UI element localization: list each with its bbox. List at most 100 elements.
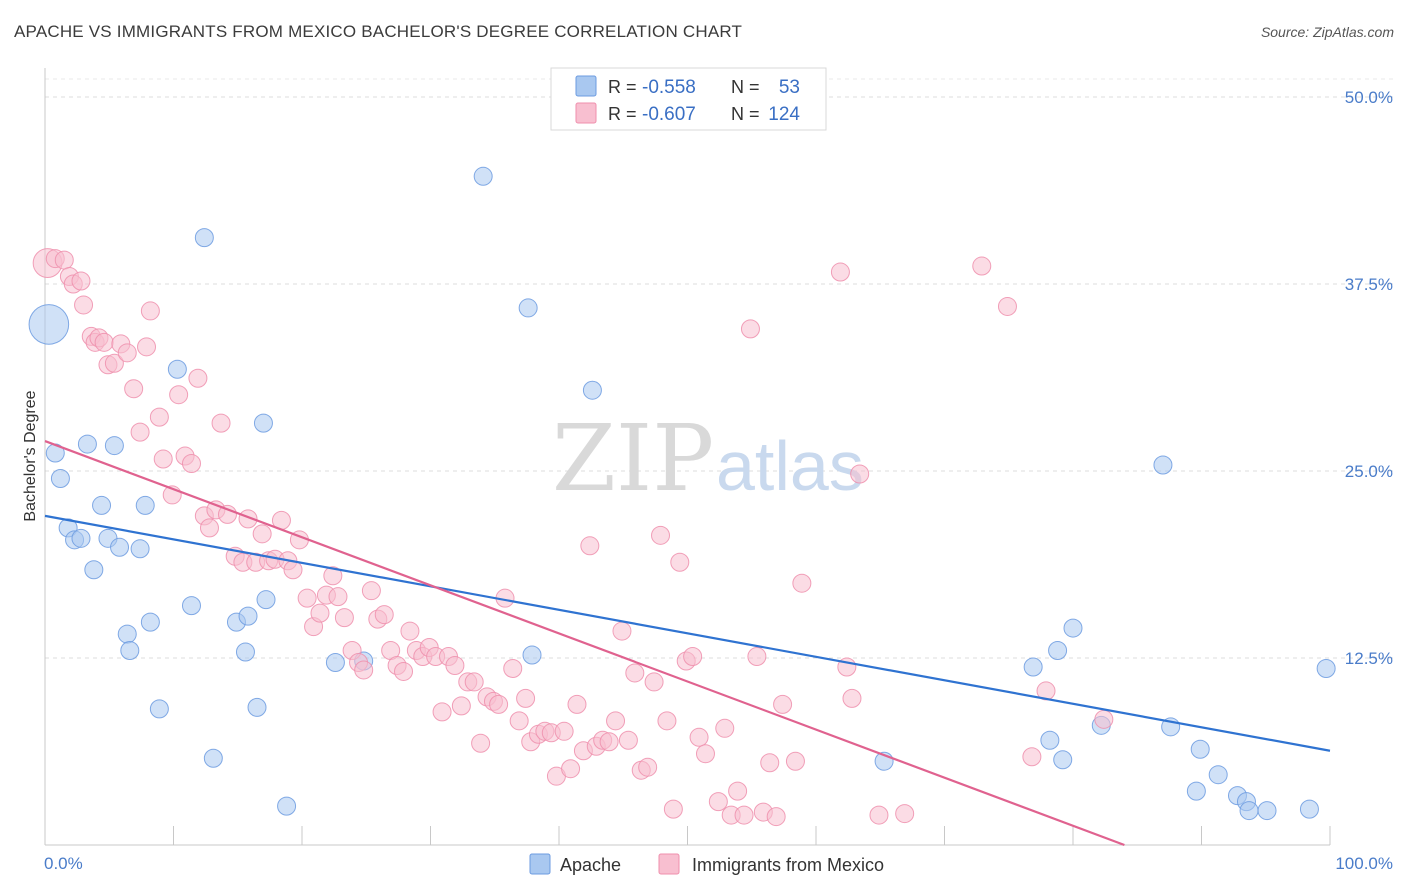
apache-point [117,624,137,644]
legend-r-value: -0.558 [642,77,696,98]
mexico-point [670,552,690,572]
mexico-point [567,694,587,714]
apache-point [1208,765,1228,785]
mexico-point [766,807,786,827]
apache-point [50,468,70,488]
y-axis-title: Bachelor's Degree [22,390,39,521]
legend-n-value: 53 [779,77,800,98]
mexico-point [153,449,173,469]
legend-swatch-mexico [575,102,597,124]
mexico-point [354,660,374,680]
grid-lines [45,78,1393,659]
mexico-point [618,730,638,750]
apache-point [1048,641,1068,661]
mexico-point [728,781,748,801]
apache-point [518,298,538,318]
mexico-point [734,805,754,825]
apache-point [203,748,223,768]
mexico-point [657,711,677,731]
mexico-point [516,688,536,708]
apache-point [1063,618,1083,638]
mexico-point [850,464,870,484]
mexico-point [124,379,144,399]
apache-point [194,228,214,248]
legend-n-value: 124 [768,104,800,125]
apache-point [522,645,542,665]
apache-point [1186,781,1206,801]
apache-point [1153,455,1173,475]
mexico-point [695,744,715,764]
apache-point [247,697,267,717]
mexico-point [464,672,484,692]
apache-point [473,166,493,186]
y-tick-label: 25.0% [1345,462,1393,481]
apache-point [130,539,150,559]
apache-point [238,606,258,626]
mexico-point [149,407,169,427]
bottom-legend-swatch-mexico [658,853,680,875]
apache-point [1257,801,1277,821]
apache-point [149,699,169,719]
mexico-point [760,753,780,773]
mexico-point [663,799,683,819]
x-tick-label: 0.0% [44,854,83,873]
y-tick-label: 50.0% [1345,88,1393,107]
mexico-point [612,621,632,641]
apache-point [135,495,155,515]
bottom-legend-swatch-apache [529,853,551,875]
mexico-point [130,422,150,442]
mexico-point [400,621,420,641]
mexico-point [997,296,1017,316]
apache-point [1299,799,1319,819]
mexico-point [252,524,272,544]
mexico-point [708,792,728,812]
mexico-point [310,603,330,623]
apache-point [1316,658,1336,678]
mexico-point [328,587,348,607]
x-tick-label: 100.0% [1335,854,1393,873]
mexico-point [471,733,491,753]
mexico-point [432,702,452,722]
mexico-point [169,385,189,405]
mexico-point [869,805,889,825]
mexico-point [561,759,581,779]
mexico-point [104,353,124,373]
mexico-point [199,518,219,538]
apache-point [110,537,130,557]
chart-title: APACHE VS IMMIGRANTS FROM MEXICO BACHELO… [14,22,743,41]
mexico-point [181,454,201,474]
mexico-point [625,663,645,683]
apache-point [71,528,91,548]
x-tick-labels: 0.0% 100.0% [44,854,1393,873]
legend-swatch-apache [575,75,597,97]
mexico-point [451,696,471,716]
apache-point [256,590,276,610]
mexico-point [972,256,992,276]
mexico-point [509,711,529,731]
apache-point [277,796,297,816]
watermark-zip: ZIP [552,405,714,512]
mexico-point [117,343,137,363]
mexico-point [361,581,381,601]
legend-r-label: R = [608,104,637,124]
apache-point [77,434,97,454]
apache-point [325,652,345,672]
trend-lines [44,440,1331,847]
mexico-point [715,718,735,738]
mexico-point [842,688,862,708]
apache-point [120,641,140,661]
bottom-legend: Apache Immigrants from Mexico [529,853,884,875]
apache-point [167,359,187,379]
mexico-point [606,711,626,731]
apache-point [1239,801,1259,821]
y-tick-label: 37.5% [1345,275,1393,294]
apache-point [181,596,201,616]
watermark: ZIP atlas [552,405,864,512]
mexico-point [211,413,231,433]
bottom-legend-label-apache: Apache [560,855,621,875]
mexico-point [740,319,760,339]
mexico-point [895,804,915,824]
mexico-point [785,751,805,771]
apache-point [28,304,70,345]
mexico-point [773,694,793,714]
